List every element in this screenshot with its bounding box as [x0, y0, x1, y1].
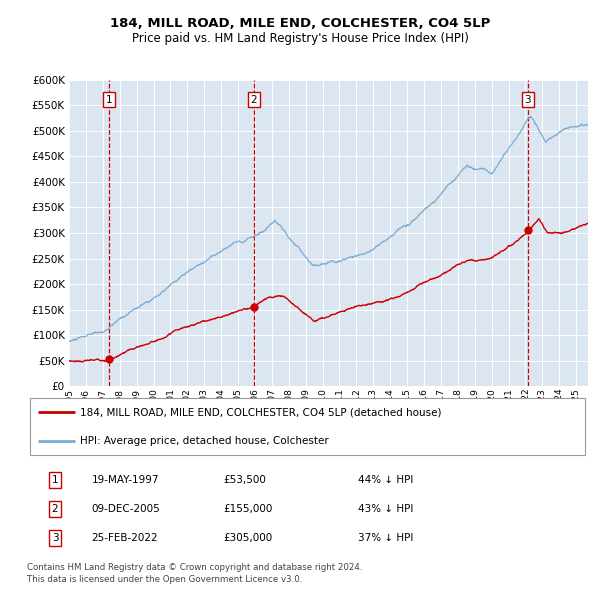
Text: 43% ↓ HPI: 43% ↓ HPI	[358, 504, 413, 514]
Text: 1: 1	[106, 94, 113, 104]
Text: 09-DEC-2005: 09-DEC-2005	[92, 504, 160, 514]
Text: This data is licensed under the Open Government Licence v3.0.: This data is licensed under the Open Gov…	[27, 575, 302, 584]
Text: £155,000: £155,000	[223, 504, 273, 514]
Text: 3: 3	[524, 94, 531, 104]
Text: 184, MILL ROAD, MILE END, COLCHESTER, CO4 5LP: 184, MILL ROAD, MILE END, COLCHESTER, CO…	[110, 17, 490, 30]
Text: £53,500: £53,500	[223, 474, 266, 484]
Text: 184, MILL ROAD, MILE END, COLCHESTER, CO4 5LP (detached house): 184, MILL ROAD, MILE END, COLCHESTER, CO…	[80, 407, 442, 417]
Text: 3: 3	[52, 533, 58, 543]
Text: £305,000: £305,000	[223, 533, 272, 543]
Text: 44% ↓ HPI: 44% ↓ HPI	[358, 474, 413, 484]
Text: 37% ↓ HPI: 37% ↓ HPI	[358, 533, 413, 543]
Text: 2: 2	[52, 504, 58, 514]
Text: 19-MAY-1997: 19-MAY-1997	[92, 474, 159, 484]
Text: Contains HM Land Registry data © Crown copyright and database right 2024.: Contains HM Land Registry data © Crown c…	[27, 563, 362, 572]
Text: 1: 1	[52, 474, 58, 484]
FancyBboxPatch shape	[30, 398, 585, 455]
Text: 2: 2	[251, 94, 257, 104]
Text: Price paid vs. HM Land Registry's House Price Index (HPI): Price paid vs. HM Land Registry's House …	[131, 32, 469, 45]
Text: HPI: Average price, detached house, Colchester: HPI: Average price, detached house, Colc…	[80, 435, 329, 445]
Text: 25-FEB-2022: 25-FEB-2022	[92, 533, 158, 543]
